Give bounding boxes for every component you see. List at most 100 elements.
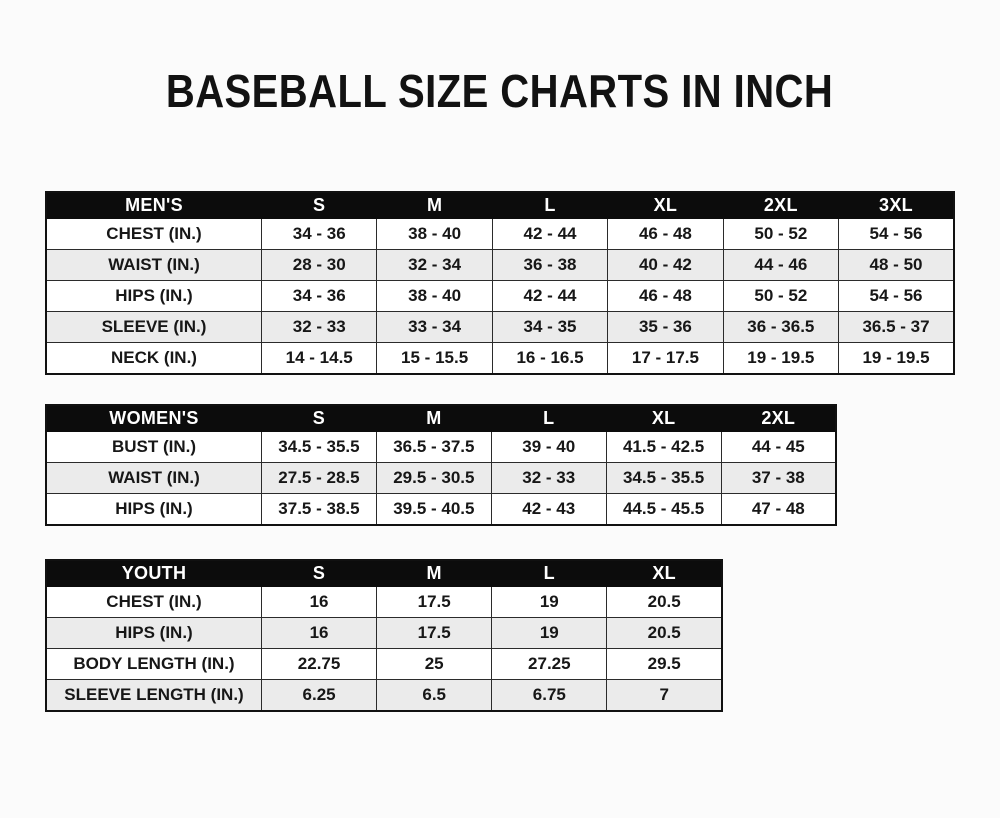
- size-value: 17 - 17.5: [607, 341, 724, 375]
- size-value: 38 - 40: [376, 279, 493, 312]
- size-value: 46 - 48: [607, 279, 724, 312]
- size-value: 16: [260, 585, 378, 618]
- size-value: 44.5 - 45.5: [605, 492, 722, 526]
- womens-size-table: WOMEN'S S M L XL 2XL BUST (IN.) 34.5 - 35.5 36.5…: [45, 403, 837, 526]
- size-header-cell: XL: [607, 191, 724, 219]
- size-value: 36.5 - 37.5: [375, 430, 492, 463]
- size-value: 50 - 52: [722, 217, 840, 250]
- measurement-label: BODY LENGTH (IN.): [45, 647, 262, 680]
- size-value: 40 - 42: [607, 248, 724, 281]
- size-value: 48 - 50: [838, 248, 955, 281]
- size-header-cell: XL: [606, 559, 723, 587]
- youth-size-table: YOUTH S M L XL CHEST (IN.) 16 17.5 19 20.5 HIPS (I…: [45, 558, 723, 712]
- measurement-label: NECK (IN.): [45, 341, 262, 375]
- size-header-cell: 2XL: [720, 404, 837, 432]
- size-value: 39.5 - 40.5: [375, 492, 492, 526]
- size-value: 38 - 40: [376, 217, 493, 250]
- measurement-label: HIPS (IN.): [45, 279, 262, 312]
- size-value: 39 - 40: [490, 430, 607, 463]
- size-value: 27.25: [491, 647, 608, 680]
- size-value: 32 - 33: [260, 310, 378, 343]
- measurement-label: CHEST (IN.): [45, 585, 262, 618]
- group-header-cell: WOMEN'S: [45, 404, 262, 432]
- header-row: MEN'S S M L XL 2XL 3XL: [45, 191, 955, 219]
- size-value: 36 - 36.5: [722, 310, 840, 343]
- size-value: 37.5 - 38.5: [261, 492, 377, 526]
- size-value: 6.25: [260, 678, 378, 712]
- size-value: 7: [606, 678, 723, 712]
- page-title-text: BASEBALL SIZE CHARTS IN INCH: [166, 65, 834, 117]
- size-row: SLEEVE LENGTH (IN.) 6.25 6.5 6.75 7: [45, 678, 723, 712]
- size-value: 44 - 45: [720, 430, 837, 463]
- size-header-cell: S: [260, 191, 378, 219]
- size-value: 17.5: [376, 616, 493, 649]
- measurement-label: SLEEVE LENGTH (IN.): [45, 678, 262, 712]
- size-value: 44 - 46: [722, 248, 840, 281]
- mens-size-table: MEN'S S M L XL 2XL 3XL CHEST (IN.) 34 - 36 38 - 4…: [45, 190, 955, 375]
- size-row: WAIST (IN.) 27.5 - 28.5 29.5 - 30.5 32 - 33…: [45, 461, 837, 494]
- size-value: 19 - 19.5: [722, 341, 840, 375]
- size-row: HIPS (IN.) 37.5 - 38.5 39.5 - 40.5 42 - 43 4…: [45, 492, 837, 526]
- size-value: 14 - 14.5: [260, 341, 378, 375]
- size-value: 41.5 - 42.5: [605, 430, 722, 463]
- size-header-cell: S: [260, 559, 378, 587]
- size-value: 37 - 38: [720, 461, 837, 494]
- header-row: YOUTH S M L XL: [45, 559, 723, 587]
- size-value: 46 - 48: [607, 217, 724, 250]
- size-header-cell: L: [491, 559, 608, 587]
- measurement-label: SLEEVE (IN.): [45, 310, 262, 343]
- size-row: WAIST (IN.) 28 - 30 32 - 34 36 - 38 40 - 42 4…: [45, 248, 955, 281]
- size-value: 22.75: [260, 647, 378, 680]
- size-value: 17.5: [376, 585, 493, 618]
- size-value: 50 - 52: [722, 279, 840, 312]
- size-header-cell: M: [376, 559, 493, 587]
- size-value: 19 - 19.5: [838, 341, 955, 375]
- size-value: 25: [376, 647, 493, 680]
- page-title: BASEBALL SIZE CHARTS IN INCH: [0, 66, 1000, 117]
- size-row: CHEST (IN.) 16 17.5 19 20.5: [45, 585, 723, 618]
- size-value: 35 - 36: [607, 310, 724, 343]
- size-value: 20.5: [606, 585, 723, 618]
- size-header-cell: M: [376, 191, 493, 219]
- size-row: BODY LENGTH (IN.) 22.75 25 27.25 29.5: [45, 647, 723, 680]
- size-row: NECK (IN.) 14 - 14.5 15 - 15.5 16 - 16.5 17 …: [45, 341, 955, 375]
- size-value: 47 - 48: [720, 492, 837, 526]
- measurement-label: HIPS (IN.): [45, 616, 262, 649]
- size-value: 6.5: [376, 678, 493, 712]
- size-header-cell: 2XL: [722, 191, 840, 219]
- size-value: 32 - 33: [490, 461, 607, 494]
- size-value: 29.5: [606, 647, 723, 680]
- measurement-label: WAIST (IN.): [45, 461, 262, 494]
- size-header-cell: XL: [605, 404, 722, 432]
- size-chart-tables: MEN'S S M L XL 2XL 3XL CHEST (IN.) 34 - 36 38 - 4…: [45, 190, 1000, 712]
- size-value: 54 - 56: [838, 217, 955, 250]
- size-header-cell: M: [375, 404, 492, 432]
- group-header-cell: MEN'S: [45, 191, 262, 219]
- size-value: 29.5 - 30.5: [375, 461, 492, 494]
- measurement-label: CHEST (IN.): [45, 217, 262, 250]
- size-value: 32 - 34: [376, 248, 493, 281]
- size-value: 34 - 36: [260, 279, 378, 312]
- size-value: 42 - 43: [490, 492, 607, 526]
- size-value: 16: [260, 616, 378, 649]
- size-value: 54 - 56: [838, 279, 955, 312]
- size-header-cell: S: [261, 404, 377, 432]
- size-value: 34.5 - 35.5: [605, 461, 722, 494]
- size-value: 16 - 16.5: [491, 341, 609, 375]
- size-value: 34 - 36: [260, 217, 378, 250]
- size-value: 36.5 - 37: [838, 310, 955, 343]
- size-header-cell: L: [490, 404, 607, 432]
- size-value: 19: [491, 585, 608, 618]
- size-value: 28 - 30: [260, 248, 378, 281]
- size-row: BUST (IN.) 34.5 - 35.5 36.5 - 37.5 39 - 40 4…: [45, 430, 837, 463]
- size-value: 27.5 - 28.5: [261, 461, 377, 494]
- size-row: CHEST (IN.) 34 - 36 38 - 40 42 - 44 46 - 48 5…: [45, 217, 955, 250]
- size-value: 15 - 15.5: [376, 341, 493, 375]
- size-value: 34.5 - 35.5: [261, 430, 377, 463]
- size-header-cell: 3XL: [838, 191, 955, 219]
- size-row: HIPS (IN.) 16 17.5 19 20.5: [45, 616, 723, 649]
- group-header-cell: YOUTH: [45, 559, 262, 587]
- size-value: 6.75: [491, 678, 608, 712]
- size-value: 36 - 38: [491, 248, 609, 281]
- size-row: HIPS (IN.) 34 - 36 38 - 40 42 - 44 46 - 48 50…: [45, 279, 955, 312]
